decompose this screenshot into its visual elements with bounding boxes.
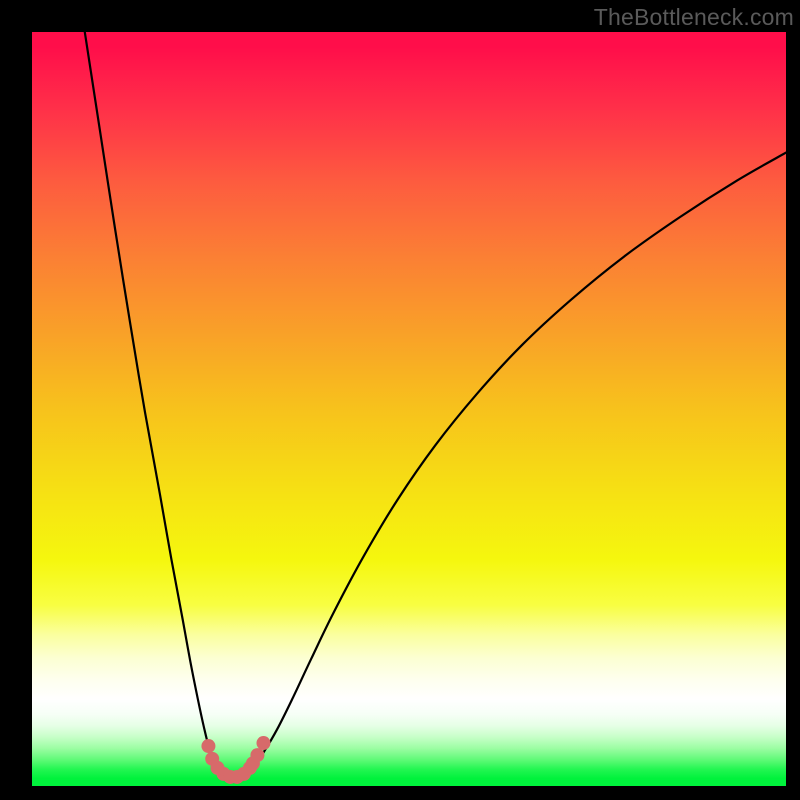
watermark-text: TheBottleneck.com xyxy=(594,4,794,31)
valley-marker-dot xyxy=(201,739,215,753)
chart-plot-area xyxy=(32,32,786,786)
valley-marker-dot xyxy=(250,748,264,762)
chart-svg xyxy=(32,32,786,786)
valley-marker-dot xyxy=(256,736,270,750)
